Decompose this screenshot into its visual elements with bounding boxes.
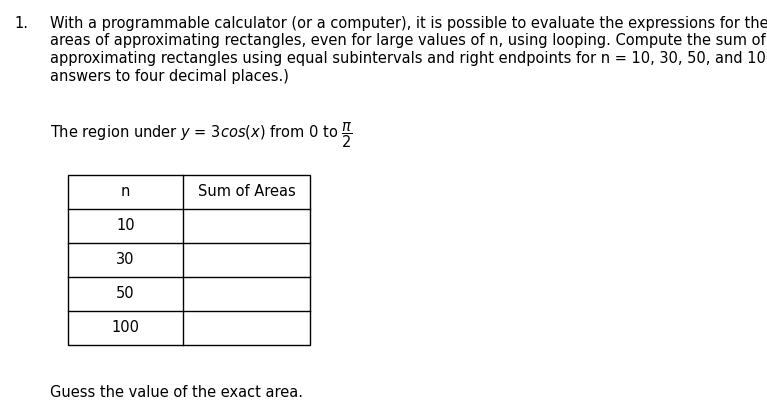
Text: 30: 30 bbox=[117, 252, 135, 268]
Text: n: n bbox=[121, 185, 130, 199]
Text: With a programmable calculator (or a computer), it is possible to evaluate the e: With a programmable calculator (or a com… bbox=[50, 16, 767, 31]
Text: The region under $y$ = 3$\mathit{cos}$($\mathit{x}$) from 0 to $\dfrac{\pi}{2}$: The region under $y$ = 3$\mathit{cos}$($… bbox=[50, 120, 353, 150]
Text: 1.: 1. bbox=[14, 16, 28, 31]
Text: Guess the value of the exact area.: Guess the value of the exact area. bbox=[50, 385, 303, 400]
Bar bbox=[68, 175, 310, 345]
Text: approximating rectangles using equal subintervals and right endpoints for n = 10: approximating rectangles using equal sub… bbox=[50, 51, 767, 66]
Text: 100: 100 bbox=[111, 320, 140, 335]
Text: areas of approximating rectangles, even for large values of n, using looping. Co: areas of approximating rectangles, even … bbox=[50, 33, 767, 48]
Text: answers to four decimal places.): answers to four decimal places.) bbox=[50, 69, 289, 83]
Text: 10: 10 bbox=[116, 218, 135, 233]
Text: 50: 50 bbox=[116, 287, 135, 301]
Text: Sum of Areas: Sum of Areas bbox=[198, 185, 295, 199]
